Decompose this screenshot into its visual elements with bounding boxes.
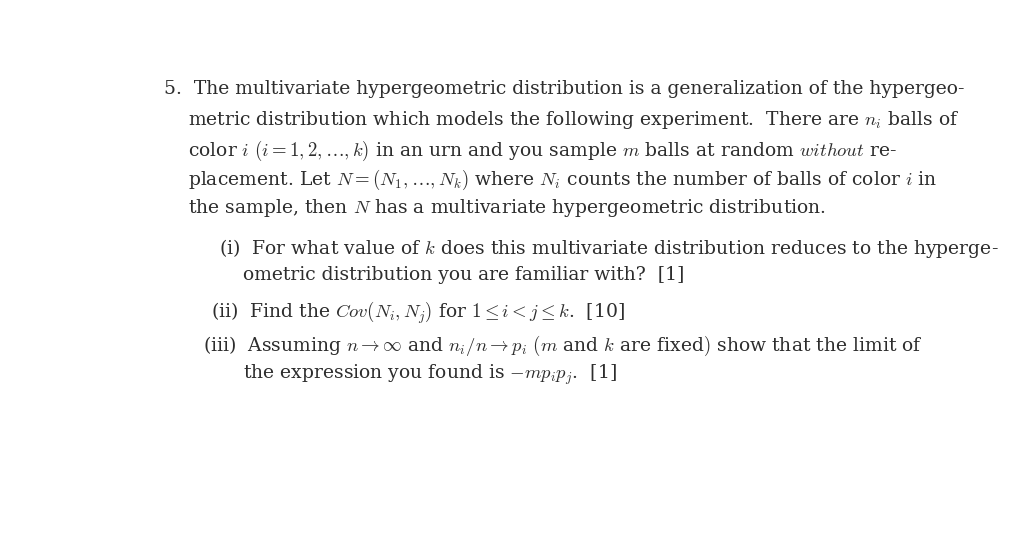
Text: 5.  The multivariate hypergeometric distribution is a generalization of the hype: 5. The multivariate hypergeometric distr… bbox=[164, 80, 965, 98]
Text: ometric distribution you are familiar with?  [1]: ometric distribution you are familiar wi… bbox=[243, 267, 684, 285]
Text: placement. Let $N = (N_1, \ldots, N_k)$ where $N_i$ counts the number of balls o: placement. Let $N = (N_1, \ldots, N_k)$ … bbox=[187, 168, 937, 192]
Text: color $i$ $(i = 1, 2, \ldots, k)$ in an urn and you sample $m$ balls at random $: color $i$ $(i = 1, 2, \ldots, k)$ in an … bbox=[187, 139, 897, 163]
Text: the sample, then $N$ has a multivariate hypergeometric distribution.: the sample, then $N$ has a multivariate … bbox=[187, 197, 825, 219]
Text: the expression you found is $-mp_ip_j$.  [1]: the expression you found is $-mp_ip_j$. … bbox=[243, 363, 616, 387]
Text: metric distribution which models the following experiment.  There are $n_i$ ball: metric distribution which models the fol… bbox=[187, 109, 959, 131]
Text: (i)  For what value of $k$ does this multivariate distribution reduces to the hy: (i) For what value of $k$ does this mult… bbox=[219, 237, 999, 260]
Text: (ii)  Find the $\mathit{Cov}(N_i, N_j)$ for $1 \leq i < j \leq k$.  [10]: (ii) Find the $\mathit{Cov}(N_i, N_j)$ f… bbox=[211, 300, 626, 326]
Text: (iii)  Assuming $n \rightarrow \infty$ and $n_i/n \rightarrow p_i$ $(m$ and $k$ : (iii) Assuming $n \rightarrow \infty$ an… bbox=[204, 333, 924, 357]
